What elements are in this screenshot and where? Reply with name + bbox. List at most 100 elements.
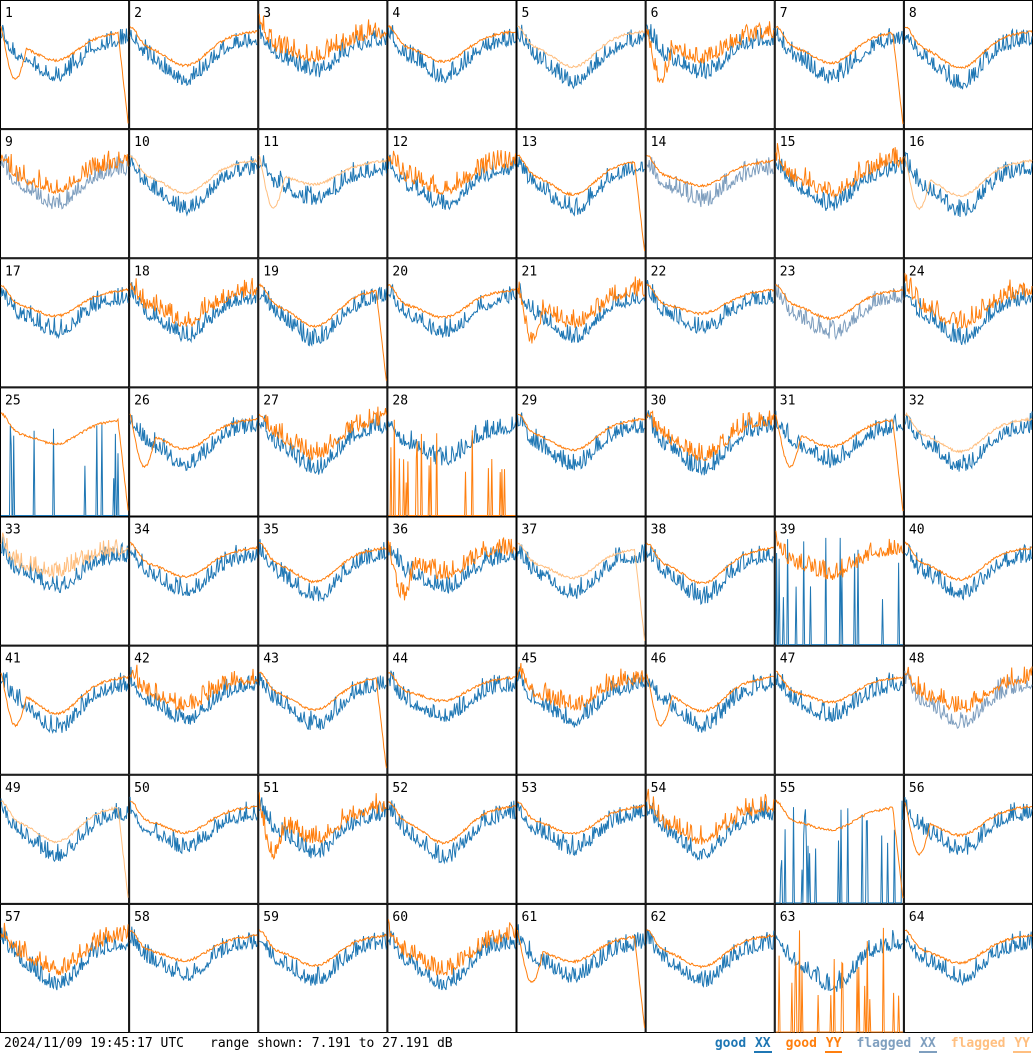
panel-29: 29 <box>516 387 646 517</box>
legend-good-yy: good YY <box>785 1036 843 1053</box>
panel-39: 39 <box>774 516 904 646</box>
panel-33: 33 <box>0 516 130 646</box>
panel-label: 45 <box>522 652 538 667</box>
panel-frame <box>258 645 388 775</box>
panel-frame <box>516 387 646 517</box>
panel-label: 58 <box>134 910 150 925</box>
panel-label: 47 <box>780 652 796 667</box>
range-shown: range shown: 7.191 to 27.191 dB <box>210 1036 453 1051</box>
series-xx <box>129 282 258 344</box>
panel-17: 17 <box>0 258 130 388</box>
series-yy <box>0 284 129 319</box>
panel-label: 38 <box>651 523 667 538</box>
series-yy <box>387 919 516 976</box>
panel-frame <box>774 258 904 388</box>
series-yy <box>388 672 516 703</box>
panel-49: 49 <box>0 774 130 904</box>
panel-2: 2 <box>129 0 259 130</box>
panel-58: 58 <box>129 903 259 1033</box>
panel-35: 35 <box>258 516 388 646</box>
series-yy <box>775 414 904 512</box>
legend-flagged-yy: flagged YY <box>950 1036 1031 1053</box>
panel-label: 62 <box>651 910 667 925</box>
panel-frame <box>387 129 517 259</box>
series-yy <box>258 13 387 63</box>
series-yy <box>258 283 387 381</box>
panel-frame <box>387 258 517 388</box>
series-xx <box>646 157 775 208</box>
series-xx <box>129 666 258 725</box>
panel-23: 23 <box>774 258 904 388</box>
series-xx <box>517 412 645 471</box>
series-yy <box>387 283 516 320</box>
series-yy <box>775 530 904 580</box>
series-yy <box>646 929 775 969</box>
panel-53: 53 <box>516 774 646 904</box>
series-xx <box>129 415 258 472</box>
panel-label: 33 <box>5 523 21 538</box>
series-yy <box>0 672 129 728</box>
panel-label: 3 <box>263 6 271 21</box>
panel-48: 48 <box>903 645 1033 775</box>
timestamp: 2024/11/09 19:45:17 UTC <box>4 1036 185 1051</box>
panel-label: 15 <box>780 135 796 150</box>
legend-flagged-xx: flagged XX <box>856 1036 937 1053</box>
series-xx <box>646 929 775 988</box>
panel-frame <box>0 258 130 388</box>
panel-37: 37 <box>516 516 646 646</box>
series-xx <box>258 413 387 475</box>
panel-31: 31 <box>774 387 904 517</box>
panel-label: 5 <box>522 6 530 21</box>
panel-frame <box>903 387 1033 517</box>
panel-15: 15 <box>774 129 904 259</box>
panel-19: 19 <box>258 258 388 388</box>
panel-36: 36 <box>387 516 517 646</box>
series-yy <box>129 154 258 195</box>
series-xx <box>387 25 516 84</box>
panel-label: 37 <box>522 523 538 538</box>
series-yy <box>0 922 129 976</box>
series-yy <box>129 664 258 711</box>
series-xx <box>129 926 258 982</box>
panel-frame <box>258 903 388 1033</box>
panel-frame <box>516 258 646 388</box>
panel-43: 43 <box>258 645 388 775</box>
panel-38: 38 <box>645 516 775 646</box>
panel-label: 36 <box>392 523 408 538</box>
panel-label: 31 <box>780 393 796 408</box>
panel-64: 64 <box>903 903 1033 1033</box>
panel-label: 49 <box>5 781 21 796</box>
panel-label: 19 <box>263 264 279 279</box>
legend: good XX good YY flagged XX flagged YY <box>701 1034 1033 1053</box>
panel-label: 56 <box>909 781 925 796</box>
series-xx <box>646 673 775 733</box>
panel-16: 16 <box>903 129 1033 259</box>
panel-24: 24 <box>903 258 1033 388</box>
series-yy <box>646 21 775 84</box>
series-yy <box>387 536 516 601</box>
panel-label: 42 <box>134 652 150 667</box>
panel-21: 21 <box>516 258 646 388</box>
series-yy <box>129 541 258 579</box>
panel-41: 41 <box>0 645 130 775</box>
series-xx <box>646 280 775 335</box>
series-xx <box>775 284 904 341</box>
panel-label: 2 <box>134 6 142 21</box>
panel-frame <box>129 645 259 775</box>
panel-1: 1 <box>0 0 130 130</box>
panel-frame <box>387 774 517 904</box>
panel-frame <box>387 645 517 775</box>
series-yy <box>517 154 646 252</box>
panel-label: 64 <box>909 910 925 925</box>
series-yy <box>646 155 774 188</box>
series-xx <box>258 539 387 602</box>
panel-45: 45 <box>516 645 646 775</box>
panel-label: 35 <box>263 523 279 538</box>
series-xx <box>775 157 904 211</box>
panel-frame <box>774 129 904 259</box>
series-yy <box>387 150 516 196</box>
series-yy <box>258 154 387 209</box>
series-yy <box>258 792 387 861</box>
series-xx <box>646 24 775 80</box>
panel-label: 13 <box>522 135 538 150</box>
